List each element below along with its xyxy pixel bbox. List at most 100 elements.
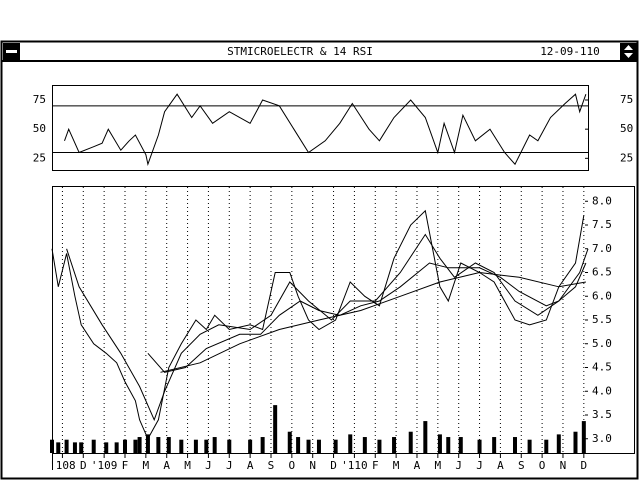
volume-bar <box>477 439 482 453</box>
volume-bar <box>296 437 301 453</box>
x-tick-label: M <box>143 459 150 472</box>
x-tick-label: O <box>539 459 546 472</box>
volume-bar <box>145 434 150 453</box>
x-tick-label: J <box>226 459 233 472</box>
volume-bar <box>79 442 84 453</box>
price-panel <box>52 186 635 454</box>
x-tick-label: J <box>455 459 462 472</box>
volume-bar <box>544 439 549 453</box>
y-tick-label: 5.0 <box>592 337 612 350</box>
volume-bar <box>193 439 198 453</box>
volume-bar <box>408 431 413 453</box>
x-tick-label: A <box>247 459 254 472</box>
y-tick-label: 7.0 <box>592 242 612 255</box>
volume-bar <box>573 431 578 453</box>
x-tick-label: A <box>414 459 421 472</box>
series-line <box>51 209 585 440</box>
volume-bar <box>137 437 142 453</box>
x-tick-label: D <box>581 459 588 472</box>
volume-bar <box>204 439 209 453</box>
y-tick-label: 25 <box>33 151 46 164</box>
volume-bar <box>72 442 77 453</box>
y-tick-label: 50 <box>620 122 633 135</box>
x-tick-label: S <box>268 459 275 472</box>
x-tick-label: M <box>393 459 400 472</box>
volume-bar <box>423 421 428 453</box>
volume-bar <box>260 437 265 453</box>
volume-bar <box>377 439 382 453</box>
volume-bar <box>166 437 171 453</box>
volume-bar <box>64 439 69 453</box>
volume-bar <box>333 439 338 453</box>
x-tick-label: O <box>289 459 296 472</box>
rsi-panel <box>52 85 589 171</box>
x-tick-label: D <box>80 459 87 472</box>
window-frame <box>0 40 639 480</box>
x-tick-label: '109 <box>91 459 118 472</box>
scroll-button-icon <box>624 45 633 58</box>
volume-bar <box>104 442 109 453</box>
volume-bar <box>179 439 184 453</box>
x-tick-label: M <box>435 459 442 472</box>
volume-bar <box>114 442 119 453</box>
x-tick-label: F <box>372 459 379 472</box>
volume-bar <box>458 437 463 453</box>
volume-bar <box>56 442 61 453</box>
x-tick-label: M <box>184 459 191 472</box>
x-tick-label: N <box>560 459 567 472</box>
volume-bar <box>437 434 442 453</box>
y-tick-label: 6.5 <box>592 266 612 279</box>
x-tick-label: S <box>518 459 525 472</box>
x-tick-label: J <box>205 459 212 472</box>
y-tick-label: 6.0 <box>592 289 612 302</box>
y-tick-label: 75 <box>620 93 633 106</box>
volume-bar <box>133 439 138 453</box>
series-line <box>64 93 587 167</box>
y-tick-label: 4.0 <box>592 384 612 397</box>
x-tick-label: J <box>476 459 483 472</box>
y-tick-label: 3.0 <box>592 432 612 445</box>
volume-bar <box>91 439 96 453</box>
y-tick-label: 50 <box>33 122 46 135</box>
x-tick-label: N <box>309 459 316 472</box>
y-tick-label: 3.5 <box>592 408 612 421</box>
series-line <box>147 262 587 373</box>
y-tick-label: 25 <box>620 151 633 164</box>
x-tick-label: '108 <box>49 459 76 472</box>
volume-bar <box>122 439 127 453</box>
volume-bar <box>227 439 232 453</box>
window-date: 12-09-110 <box>540 45 600 58</box>
volume-bar <box>362 437 367 453</box>
volume-bar <box>348 434 353 453</box>
y-tick-label: 75 <box>33 93 46 106</box>
volume-bar <box>273 405 278 453</box>
y-tick-label: 7.5 <box>592 218 612 231</box>
volume-bar <box>50 439 54 453</box>
volume-bar <box>392 437 397 453</box>
scroll-button[interactable] <box>620 43 637 60</box>
volume-bar <box>556 434 561 453</box>
volume-bar <box>581 421 586 453</box>
volume-bar <box>492 437 497 453</box>
volume-bar <box>316 439 321 453</box>
volume-bar <box>287 431 292 453</box>
series-line <box>160 271 586 373</box>
volume-bar <box>527 439 532 453</box>
x-tick-label: F <box>122 459 129 472</box>
y-tick-label: 4.5 <box>592 361 612 374</box>
volume-bar <box>156 437 161 453</box>
x-tick-label: A <box>497 459 504 472</box>
close-button-icon <box>6 50 17 53</box>
volume-bar <box>248 439 253 453</box>
volume-bar <box>306 439 311 453</box>
y-tick-label: 8.0 <box>592 194 612 207</box>
x-tick-label: D <box>330 459 337 472</box>
window-title: STMICROELECTR & 14 RSI <box>227 45 373 58</box>
x-tick-label: A <box>163 459 170 472</box>
volume-bar <box>513 437 518 453</box>
x-tick-label: '110 <box>341 459 368 472</box>
volume-bar <box>212 437 217 453</box>
y-tick-label: 5.5 <box>592 313 612 326</box>
